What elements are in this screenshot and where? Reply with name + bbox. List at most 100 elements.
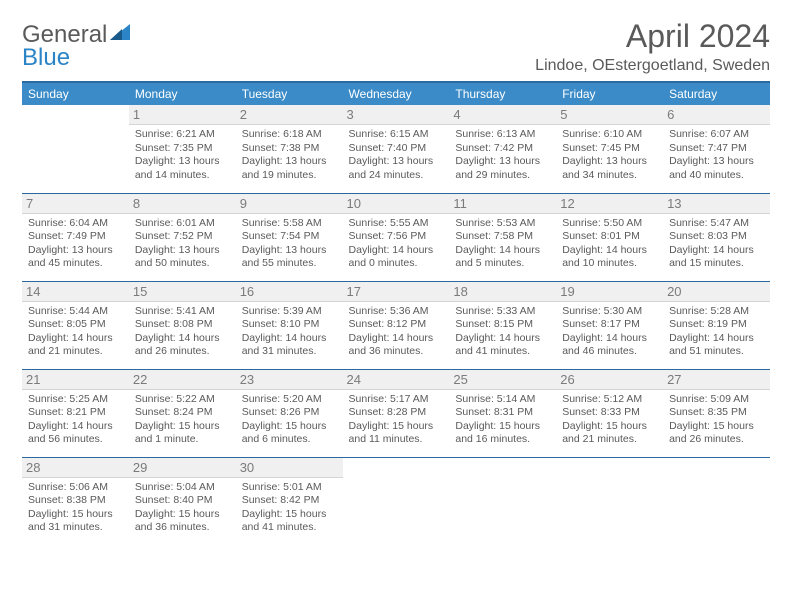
calendar-cell: 5Sunrise: 6:10 AMSunset: 7:45 PMDaylight… bbox=[556, 105, 663, 193]
sunset-line: Sunset: 8:03 PM bbox=[669, 230, 764, 244]
sunset-line: Sunset: 8:24 PM bbox=[135, 406, 230, 420]
daylight-line: Daylight: 15 hours and 26 minutes. bbox=[669, 420, 764, 447]
day-details: Sunrise: 5:41 AMSunset: 8:08 PMDaylight:… bbox=[135, 305, 230, 360]
daylight-line: Daylight: 14 hours and 5 minutes. bbox=[455, 244, 550, 271]
day-number: 18 bbox=[449, 282, 556, 302]
sunset-line: Sunset: 8:42 PM bbox=[242, 494, 337, 508]
sunrise-line: Sunrise: 6:13 AM bbox=[455, 128, 550, 142]
day-details: Sunrise: 6:04 AMSunset: 7:49 PMDaylight:… bbox=[28, 217, 123, 272]
daylight-line: Daylight: 13 hours and 50 minutes. bbox=[135, 244, 230, 271]
sunset-line: Sunset: 7:56 PM bbox=[349, 230, 444, 244]
sunrise-line: Sunrise: 5:25 AM bbox=[28, 393, 123, 407]
calendar-cell: 6 Sunrise: 6:07 AMSunset: 7:47 PMDaylight… bbox=[663, 105, 770, 193]
logo-mark-icon bbox=[109, 22, 131, 42]
day-details: Sunrise: 5:22 AMSunset: 8:24 PMDaylight:… bbox=[135, 393, 230, 448]
day-number: 12 bbox=[556, 194, 663, 214]
sunrise-line: Sunrise: 5:36 AM bbox=[349, 305, 444, 319]
calendar-cell: 24Sunrise: 5:17 AMSunset: 8:28 PMDayligh… bbox=[343, 369, 450, 457]
daylight-line: Daylight: 15 hours and 11 minutes. bbox=[349, 420, 444, 447]
calendar-cell: 22Sunrise: 5:22 AMSunset: 8:24 PMDayligh… bbox=[129, 369, 236, 457]
day-details: Sunrise: 5:14 AMSunset: 8:31 PMDaylight:… bbox=[455, 393, 550, 448]
day-number: 7 bbox=[22, 194, 129, 214]
day-number: 11 bbox=[449, 194, 556, 214]
sunset-line: Sunset: 8:26 PM bbox=[242, 406, 337, 420]
sunset-line: Sunset: 8:21 PM bbox=[28, 406, 123, 420]
sunrise-line: Sunrise: 5:06 AM bbox=[28, 481, 123, 495]
logo: General Blue bbox=[22, 24, 131, 70]
day-details: Sunrise: 5:09 AMSunset: 8:35 PMDaylight:… bbox=[669, 393, 764, 448]
sunset-line: Sunset: 7:38 PM bbox=[242, 142, 337, 156]
day-details: Sunrise: 5:55 AMSunset: 7:56 PMDaylight:… bbox=[349, 217, 444, 272]
day-number: 24 bbox=[343, 370, 450, 390]
day-number: 16 bbox=[236, 282, 343, 302]
day-number: 15 bbox=[129, 282, 236, 302]
sunset-line: Sunset: 7:42 PM bbox=[455, 142, 550, 156]
daylight-line: Daylight: 13 hours and 24 minutes. bbox=[349, 155, 444, 182]
day-details: Sunrise: 5:50 AMSunset: 8:01 PMDaylight:… bbox=[562, 217, 657, 272]
calendar-page: General Blue April 2024 Lindoe, OEstergo… bbox=[0, 0, 792, 545]
sunrise-line: Sunrise: 5:22 AM bbox=[135, 393, 230, 407]
sunrise-line: Sunrise: 5:09 AM bbox=[669, 393, 764, 407]
day-number: 5 bbox=[556, 105, 663, 125]
calendar-row: 1Sunrise: 6:21 AMSunset: 7:35 PMDaylight… bbox=[22, 105, 770, 193]
day-number: 30 bbox=[236, 458, 343, 478]
calendar-cell: 3Sunrise: 6:15 AMSunset: 7:40 PMDaylight… bbox=[343, 105, 450, 193]
calendar-cell: 15 Sunrise: 5:41 AMSunset: 8:08 PMDayligh… bbox=[129, 281, 236, 369]
day-number: 3 bbox=[343, 105, 450, 125]
sunset-line: Sunset: 7:58 PM bbox=[455, 230, 550, 244]
calendar-cell: 8 Sunrise: 6:01 AMSunset: 7:52 PMDaylight… bbox=[129, 193, 236, 281]
daylight-line: Daylight: 15 hours and 41 minutes. bbox=[242, 508, 337, 535]
day-number: 6 bbox=[663, 105, 770, 125]
calendar-row: 7 Sunrise: 6:04 AMSunset: 7:49 PMDaylight… bbox=[22, 193, 770, 281]
day-details: Sunrise: 5:06 AMSunset: 8:38 PMDaylight:… bbox=[28, 481, 123, 536]
day-number: 23 bbox=[236, 370, 343, 390]
daylight-line: Daylight: 13 hours and 29 minutes. bbox=[455, 155, 550, 182]
day-details: Sunrise: 6:07 AMSunset: 7:47 PMDaylight:… bbox=[669, 128, 764, 183]
sunset-line: Sunset: 8:12 PM bbox=[349, 318, 444, 332]
calendar-cell bbox=[556, 457, 663, 545]
day-number: 2 bbox=[236, 105, 343, 125]
sunrise-line: Sunrise: 5:01 AM bbox=[242, 481, 337, 495]
sunset-line: Sunset: 8:35 PM bbox=[669, 406, 764, 420]
day-details: Sunrise: 5:39 AMSunset: 8:10 PMDaylight:… bbox=[242, 305, 337, 360]
calendar-cell: 12 Sunrise: 5:50 AMSunset: 8:01 PMDayligh… bbox=[556, 193, 663, 281]
daylight-line: Daylight: 13 hours and 19 minutes. bbox=[242, 155, 337, 182]
calendar-cell: 19Sunrise: 5:30 AMSunset: 8:17 PMDayligh… bbox=[556, 281, 663, 369]
calendar-cell: 27Sunrise: 5:09 AMSunset: 8:35 PMDayligh… bbox=[663, 369, 770, 457]
daylight-line: Daylight: 14 hours and 46 minutes. bbox=[562, 332, 657, 359]
day-details: Sunrise: 6:13 AMSunset: 7:42 PMDaylight:… bbox=[455, 128, 550, 183]
day-details: Sunrise: 5:04 AMSunset: 8:40 PMDaylight:… bbox=[135, 481, 230, 536]
day-number: 17 bbox=[343, 282, 450, 302]
daylight-line: Daylight: 14 hours and 0 minutes. bbox=[349, 244, 444, 271]
calendar-header-row: SundayMondayTuesdayWednesdayThursdayFrid… bbox=[22, 83, 770, 105]
daylight-line: Daylight: 15 hours and 36 minutes. bbox=[135, 508, 230, 535]
daylight-line: Daylight: 14 hours and 10 minutes. bbox=[562, 244, 657, 271]
sunrise-line: Sunrise: 5:04 AM bbox=[135, 481, 230, 495]
day-number: 8 bbox=[129, 194, 236, 214]
day-details: Sunrise: 6:01 AMSunset: 7:52 PMDaylight:… bbox=[135, 217, 230, 272]
day-header: Tuesday bbox=[236, 83, 343, 105]
sunrise-line: Sunrise: 5:53 AM bbox=[455, 217, 550, 231]
calendar-row: 14Sunrise: 5:44 AMSunset: 8:05 PMDayligh… bbox=[22, 281, 770, 369]
daylight-line: Daylight: 13 hours and 55 minutes. bbox=[242, 244, 337, 271]
day-details: Sunrise: 5:25 AMSunset: 8:21 PMDaylight:… bbox=[28, 393, 123, 448]
calendar-cell: 14Sunrise: 5:44 AMSunset: 8:05 PMDayligh… bbox=[22, 281, 129, 369]
sunset-line: Sunset: 8:01 PM bbox=[562, 230, 657, 244]
day-number: 21 bbox=[22, 370, 129, 390]
sunset-line: Sunset: 7:47 PM bbox=[669, 142, 764, 156]
daylight-line: Daylight: 14 hours and 15 minutes. bbox=[669, 244, 764, 271]
calendar-cell: 26Sunrise: 5:12 AMSunset: 8:33 PMDayligh… bbox=[556, 369, 663, 457]
calendar-row: 21Sunrise: 5:25 AMSunset: 8:21 PMDayligh… bbox=[22, 369, 770, 457]
daylight-line: Daylight: 13 hours and 34 minutes. bbox=[562, 155, 657, 182]
sunrise-line: Sunrise: 5:12 AM bbox=[562, 393, 657, 407]
day-details: Sunrise: 5:36 AMSunset: 8:12 PMDaylight:… bbox=[349, 305, 444, 360]
daylight-line: Daylight: 14 hours and 31 minutes. bbox=[242, 332, 337, 359]
calendar-cell: 21 Sunrise: 5:25 AMSunset: 8:21 PMDayligh… bbox=[22, 369, 129, 457]
day-number: 4 bbox=[449, 105, 556, 125]
sunset-line: Sunset: 7:49 PM bbox=[28, 230, 123, 244]
day-number: 19 bbox=[556, 282, 663, 302]
day-number: 28 bbox=[22, 458, 129, 478]
day-number: 26 bbox=[556, 370, 663, 390]
sunset-line: Sunset: 8:05 PM bbox=[28, 318, 123, 332]
calendar-table: SundayMondayTuesdayWednesdayThursdayFrid… bbox=[22, 83, 770, 545]
